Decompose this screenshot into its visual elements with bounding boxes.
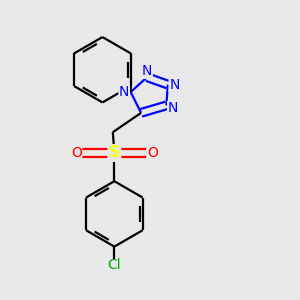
Text: Cl: Cl: [107, 258, 121, 272]
Text: N: N: [142, 64, 152, 78]
Text: O: O: [147, 146, 158, 160]
Text: S: S: [109, 146, 120, 160]
Text: N: N: [168, 101, 178, 116]
Text: O: O: [71, 146, 82, 160]
Text: N: N: [169, 78, 180, 92]
Text: N: N: [119, 85, 129, 99]
